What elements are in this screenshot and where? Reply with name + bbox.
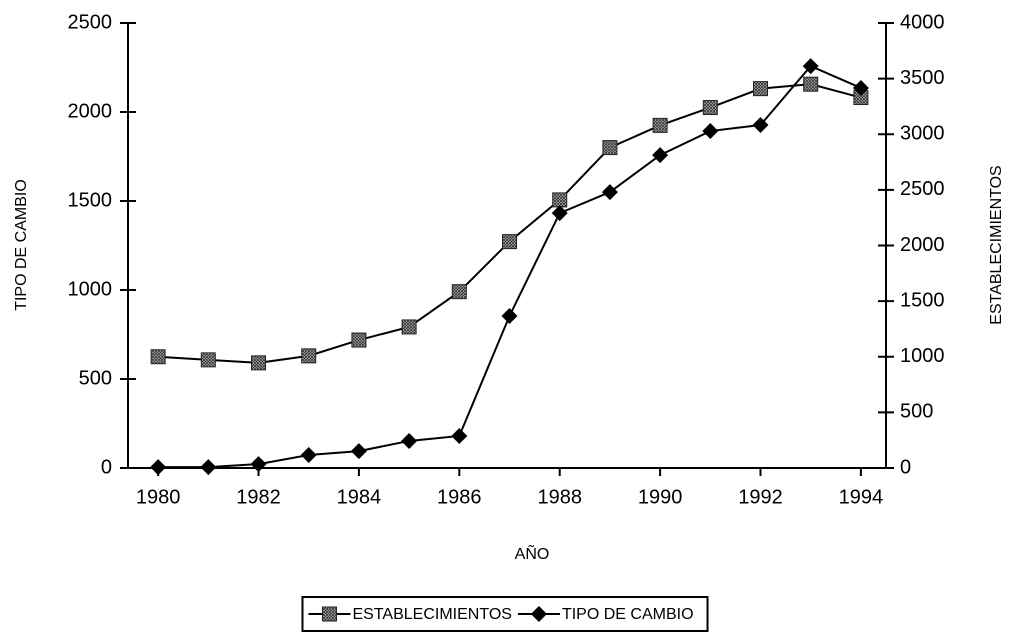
y2-tick-label: 3500 — [900, 67, 945, 89]
marker — [551, 205, 568, 222]
marker — [451, 427, 468, 444]
y-tick-label: 1000 — [68, 278, 113, 300]
marker — [401, 432, 418, 449]
y2-tick-label: 1500 — [900, 289, 945, 311]
marker — [803, 76, 819, 92]
x-axis-label: AÑO — [515, 543, 550, 563]
marker — [530, 606, 547, 622]
marker — [652, 147, 669, 164]
marker — [501, 307, 518, 324]
y2-tick-label: 500 — [900, 401, 933, 423]
y2-tick-label: 1000 — [900, 345, 945, 367]
marker — [552, 192, 568, 208]
y2-axis-label: ESTABLECIMIENTOS — [988, 165, 1005, 324]
marker — [251, 355, 267, 371]
marker — [321, 606, 337, 622]
marker — [200, 352, 216, 368]
y2-tick-label: 3000 — [900, 123, 945, 145]
x-tick-label: 1994 — [839, 486, 884, 508]
marker — [802, 58, 819, 75]
x-tick-label: 1986 — [437, 486, 482, 508]
x-tick-label: 1992 — [738, 486, 783, 508]
legend-label: ESTABLECIMIENTOS — [352, 606, 511, 623]
marker — [752, 116, 769, 133]
x-tick-label: 1982 — [236, 486, 281, 508]
marker — [300, 447, 317, 464]
marker — [401, 319, 417, 335]
y-tick-label: 1500 — [68, 189, 113, 211]
y-tick-label: 2500 — [68, 11, 113, 33]
y-axis-label: TIPO DE CAMBIO — [13, 179, 30, 311]
x-tick-label: 1984 — [337, 486, 382, 508]
marker — [753, 81, 769, 97]
marker — [301, 348, 317, 364]
x-tick-label: 1980 — [136, 486, 181, 508]
marker — [652, 117, 668, 133]
marker — [852, 79, 869, 96]
x-tick-label: 1990 — [638, 486, 683, 508]
marker — [602, 140, 618, 156]
marker — [150, 349, 166, 365]
marker — [150, 459, 167, 476]
marker — [451, 284, 467, 300]
marker — [351, 332, 367, 348]
x-tick-label: 1988 — [537, 486, 582, 508]
y2-tick-label: 2500 — [900, 178, 945, 200]
y2-tick-label: 0 — [900, 456, 911, 478]
y2-tick-label: 4000 — [900, 11, 945, 33]
marker — [702, 123, 719, 140]
y-tick-label: 2000 — [68, 100, 113, 122]
y-tick-label: 0 — [101, 456, 112, 478]
marker — [601, 184, 618, 201]
y-tick-label: 500 — [79, 367, 112, 389]
marker — [702, 100, 718, 116]
marker — [250, 456, 267, 473]
legend-label: TIPO DE CAMBIO — [562, 606, 694, 623]
y2-tick-label: 2000 — [900, 234, 945, 256]
marker — [502, 234, 518, 250]
marker — [350, 443, 367, 460]
marker — [200, 459, 217, 476]
legend-box — [301, 596, 709, 632]
